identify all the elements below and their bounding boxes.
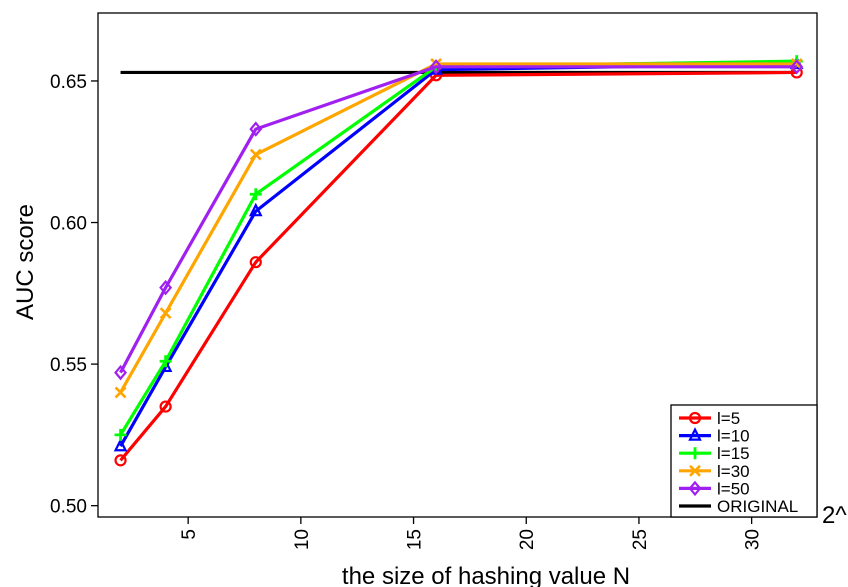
data-point [113, 437, 128, 452]
series-l=30 [114, 58, 803, 399]
series-group [113, 55, 804, 467]
data-point [114, 454, 127, 467]
series-line [119, 59, 797, 436]
data-point [249, 256, 262, 269]
legend-label: l=15 [717, 444, 750, 463]
x-tick-label: 30 [743, 529, 764, 550]
x-unit-note: 2^m [822, 502, 848, 529]
legend-marker [689, 464, 701, 477]
data-point [249, 148, 262, 161]
data-point [159, 279, 173, 296]
x-axis-title: the size of hashing value N [342, 563, 630, 587]
legend-label: ORIGINAL [717, 497, 798, 516]
legend-marker [688, 411, 702, 425]
x-tick-label: 10 [292, 529, 313, 550]
series-line [119, 62, 797, 394]
x-tick-label: 20 [517, 529, 538, 550]
y-tick-label: 0.65 [50, 72, 87, 93]
series-l=50 [114, 59, 804, 381]
data-point [114, 364, 127, 381]
legend-marker [689, 447, 701, 460]
legend-label: l=5 [717, 409, 740, 428]
legend-marker [688, 480, 702, 497]
data-point [248, 202, 263, 217]
x-tick-label: 25 [630, 529, 651, 550]
data-point [159, 307, 172, 320]
data-point [114, 428, 127, 441]
y-axis-title: AUC score [12, 204, 39, 320]
data-point [790, 59, 804, 75]
axes: 0.50 0.55 0.60 0.65 5 10 15 20 25 30 [50, 72, 764, 550]
y-tick-label: 0.50 [50, 497, 87, 518]
x-tick-label: 5 [179, 529, 200, 540]
data-point [159, 400, 172, 413]
legend-label: l=30 [717, 462, 750, 481]
plot-frame [97, 12, 818, 518]
y-tick-label: 0.60 [50, 214, 87, 235]
data-point [429, 59, 443, 75]
legend-marker [688, 427, 702, 441]
data-point [249, 121, 263, 137]
y-tick-label: 0.55 [50, 355, 87, 376]
x-tick-label: 15 [405, 529, 426, 550]
series-line [119, 65, 797, 374]
series-l=10 [113, 55, 804, 452]
series-l=15 [114, 55, 803, 441]
legend-label: l=10 [717, 427, 750, 446]
series-line [119, 70, 797, 462]
legend-label: l=50 [717, 479, 750, 498]
data-point [114, 386, 127, 399]
data-point [249, 188, 262, 201]
data-point [159, 355, 172, 368]
